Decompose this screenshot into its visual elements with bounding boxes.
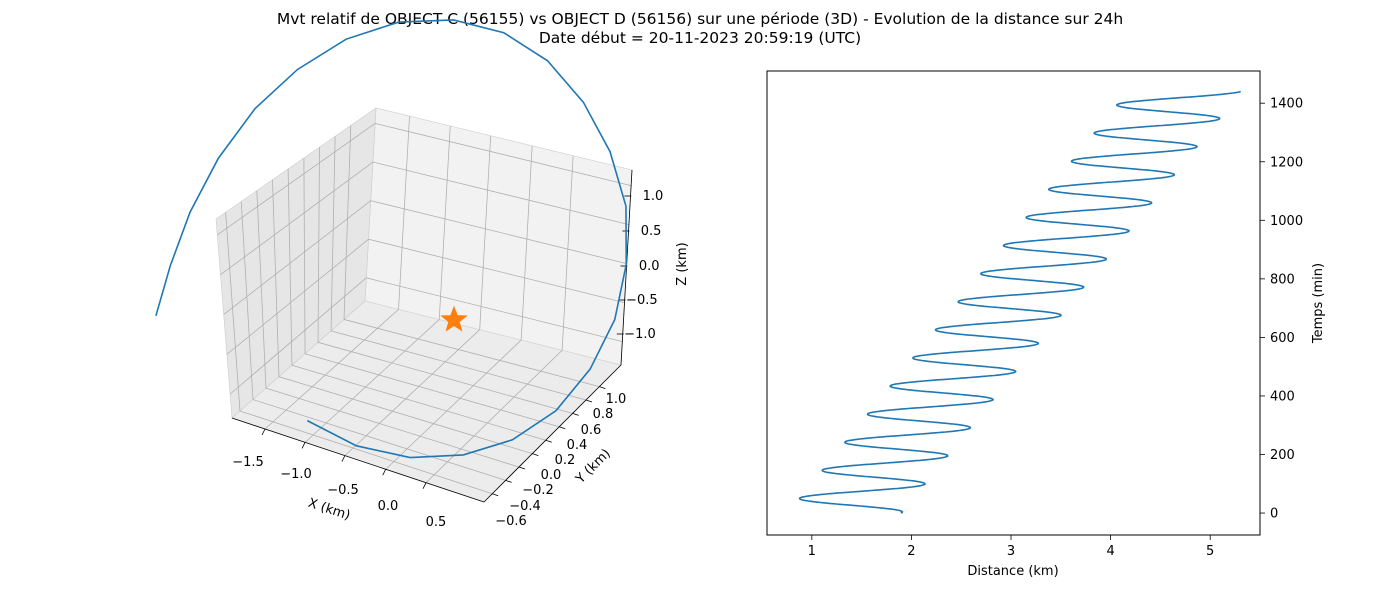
grid-line (343, 125, 352, 320)
x-axis-line (231, 417, 485, 503)
y-tick-label: 600 (1270, 331, 1295, 346)
y-axis-line (483, 364, 622, 503)
y-tick (572, 412, 579, 416)
y-tick-label: 0.4 (567, 438, 588, 453)
grid-line (217, 123, 632, 236)
x-tick-label: 0.5 (426, 515, 447, 530)
grid-line (520, 145, 533, 341)
y-tick (518, 466, 526, 470)
grid-line (239, 410, 493, 495)
x-tick-label: 3 (1007, 544, 1015, 559)
grid-line (287, 168, 293, 366)
y-tick-label: −0.6 (495, 514, 527, 529)
grid-line (220, 161, 630, 276)
x-tick-label: −1.0 (280, 467, 312, 482)
z-tick-label: 0.0 (639, 259, 660, 274)
x-axis-label: Distance (km) (967, 564, 1058, 579)
grid-line (317, 341, 573, 414)
grid-line (272, 179, 280, 377)
y-tick (505, 480, 512, 483)
y-tick-label: 1.0 (606, 392, 627, 407)
grid-3d (217, 116, 632, 495)
x-tick (301, 442, 306, 449)
chart-subtitle: Date début = 20-11-2023 20:59:19 (UTC) (538, 29, 862, 47)
ticks-3d: −1.5−1.0−0.50.00.5 −0.6−0.4−0.20.00.20.40… (231, 169, 664, 530)
grid-line (330, 136, 336, 331)
origin-star-marker (440, 305, 468, 332)
y-tick (532, 453, 539, 457)
x-tick-label: −1.5 (232, 455, 264, 470)
y-tick-label: 1000 (1270, 214, 1303, 229)
grid-line (330, 330, 587, 401)
orbit-3d-axes: −1.5−1.0−0.50.00.5 −0.6−0.4−0.20.00.20.40… (155, 19, 690, 530)
z-axis-line (620, 169, 633, 366)
y-tick (559, 426, 566, 430)
y-tick-label: 0.8 (593, 407, 614, 422)
chart-title: Mvt relatif de OBJECT C (56155) vs OBJEC… (276, 10, 1124, 28)
z-tick-label: 0.5 (641, 224, 662, 239)
grid-line (479, 135, 492, 330)
distance-time-axes: 1 2 3 4 5 0 200 400 600 800 1000 1200 1400 Distance … (766, 70, 1326, 579)
grid-line (225, 212, 241, 412)
y-tick (492, 493, 499, 497)
y-tick-label: 200 (1270, 448, 1295, 463)
x-tick-label: 4 (1106, 544, 1114, 559)
ticks-2d: 1 2 3 4 5 0 200 400 600 800 1000 1200 1400 (808, 97, 1303, 559)
y-tick-label: 0 (1270, 507, 1278, 522)
grid-line (304, 319, 440, 443)
x-tick (422, 482, 427, 489)
grid-line (278, 376, 533, 455)
grid-line (291, 364, 546, 441)
plot-frame (766, 70, 1261, 536)
z-axis-label: Z (km) (675, 242, 690, 285)
grid-line (252, 399, 506, 481)
y-tick-label: 0.6 (581, 423, 602, 438)
z-tick-label: −1.0 (624, 327, 656, 342)
x-tick-label: 5 (1206, 544, 1214, 559)
orbit-line (155, 19, 628, 459)
z-tick-label: −0.5 (626, 293, 658, 308)
y-axis-label: Temps (min) (1311, 263, 1326, 344)
grid-line (265, 387, 520, 468)
grid-line (561, 155, 574, 351)
grid-line (304, 353, 560, 428)
y-tick-label: −0.2 (522, 483, 554, 498)
y-tick (585, 399, 593, 403)
grid-line (264, 309, 399, 430)
grid-line (226, 238, 625, 355)
grid-line (317, 147, 320, 343)
z-tick-label: 1.0 (643, 189, 664, 204)
grid-line (240, 201, 254, 400)
grid-line (344, 329, 480, 456)
y-tick-label: 0.2 (555, 453, 576, 468)
y-tick-label: 1200 (1270, 155, 1303, 170)
y-tick-label: 0.0 (541, 468, 562, 483)
grid-line (343, 319, 600, 387)
x-tick (261, 428, 266, 436)
grid-line (425, 349, 563, 483)
x-axis-label: X (km) (306, 496, 352, 524)
y-tick-label: 800 (1270, 272, 1295, 287)
y-tick-label: 1400 (1270, 97, 1303, 112)
grid-line (223, 200, 627, 315)
x-tick-label: 0.0 (378, 499, 399, 514)
grid-line (256, 190, 267, 389)
x-tick-label: −0.5 (327, 483, 359, 498)
x-tick-label: 1 (808, 544, 816, 559)
grid-line (438, 125, 451, 320)
grid-line (303, 158, 306, 354)
y-tick (545, 439, 552, 443)
y-tick-label: 400 (1270, 389, 1295, 404)
grid-line (398, 116, 410, 310)
y-tick-label: −0.4 (509, 499, 541, 514)
grid-line (385, 339, 522, 470)
series-line (798, 90, 1241, 514)
y-tick (599, 386, 606, 389)
grid-line (229, 277, 623, 395)
x-tick-label: 2 (907, 544, 915, 559)
x-tick (382, 469, 387, 476)
x-tick (341, 455, 346, 462)
orbit-3d-plot (155, 19, 628, 459)
